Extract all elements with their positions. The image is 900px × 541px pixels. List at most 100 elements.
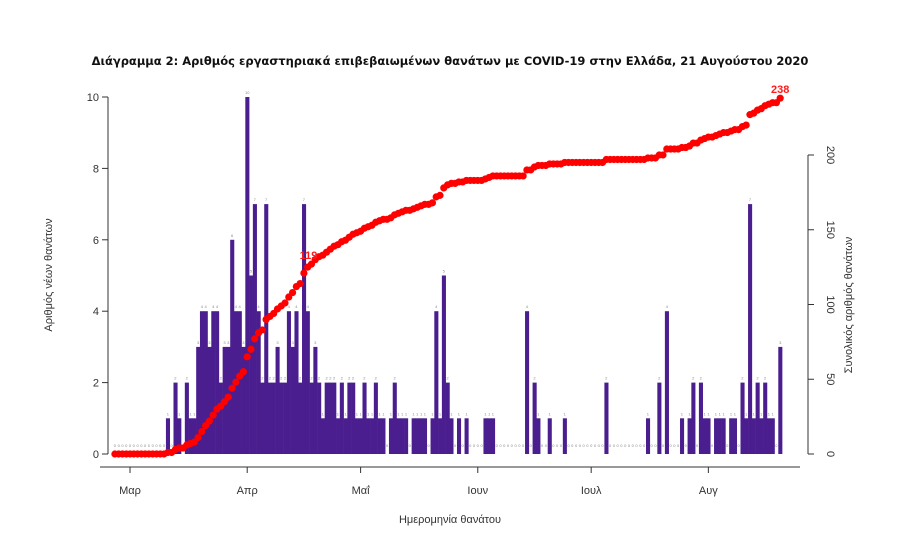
bar — [177, 418, 182, 454]
chart-title: Διάγραμμα 2: Αριθμός εργαστηριακά επιβεβ… — [92, 54, 809, 68]
bar — [415, 418, 420, 454]
bar — [203, 311, 208, 454]
cumulative-line-layer — [111, 94, 784, 458]
bar-value-label: 1 — [416, 411, 419, 416]
bar-value-label: 1 — [359, 411, 362, 416]
bar-value-label: 0 — [575, 443, 578, 448]
cumulative-point — [659, 151, 667, 159]
bar — [430, 418, 435, 454]
bar — [438, 418, 443, 454]
bar — [256, 311, 261, 454]
bar-value-label: 2 — [186, 376, 189, 381]
bar — [766, 418, 772, 454]
bar-value-label: 2 — [352, 376, 355, 381]
bar — [317, 382, 322, 454]
bar — [199, 311, 205, 454]
bar-value-label: 1 — [715, 411, 718, 416]
bar — [336, 418, 341, 454]
bar-value-label: 2 — [363, 376, 366, 381]
x-tick-label: Ιουλ — [581, 485, 602, 497]
x-tick-label: Μαρ — [119, 485, 141, 497]
bar — [218, 382, 223, 454]
bar — [358, 418, 363, 454]
bar-value-label: 1 — [647, 411, 650, 416]
y2-tick-label: 200 — [824, 146, 836, 164]
bar-value-label: 0 — [620, 443, 623, 448]
bar-value-label: 0 — [594, 443, 597, 448]
bar-value-label: 2 — [692, 376, 695, 381]
cumulative-point — [251, 335, 259, 343]
bar-value-label: 7 — [265, 197, 268, 202]
bar-value-label: 1 — [401, 411, 404, 416]
bar — [604, 382, 609, 454]
cumulative-point — [300, 269, 308, 277]
x-tick-label: Απρ — [237, 485, 258, 497]
y2-axis-label: Συνολικός αριθμός θανάτων — [843, 236, 855, 373]
bar-value-label: 1 — [390, 411, 393, 416]
bar-value-label: 0 — [662, 443, 665, 448]
bar-value-label: 1 — [772, 411, 775, 416]
bar-value-label: 2 — [605, 376, 608, 381]
bar-value-label: 0 — [685, 443, 688, 448]
cumulative-point — [519, 172, 527, 180]
x-tick-label: Αυγ — [699, 485, 718, 497]
bar-value-label: 4 — [666, 304, 669, 309]
y-tick-label: 8 — [93, 163, 99, 175]
cumulative-point — [205, 417, 213, 425]
annotation-label: 119 — [300, 250, 318, 262]
bar — [456, 418, 462, 454]
bar-value-label: 2 — [348, 376, 351, 381]
bar-value-label: 0 — [601, 443, 604, 448]
bar — [192, 418, 197, 454]
bar — [400, 418, 405, 454]
bar-value-label: 0 — [624, 443, 627, 448]
bar — [196, 346, 201, 454]
bar — [748, 204, 753, 454]
bar — [714, 418, 719, 454]
bar-value-label: 0 — [477, 443, 480, 448]
bar-value-label: 1 — [356, 411, 359, 416]
bar — [422, 418, 428, 454]
bar-value-label: 1 — [488, 411, 491, 416]
bar-value-label: 0 — [775, 443, 778, 448]
bar — [362, 382, 367, 454]
bar — [729, 418, 734, 454]
bar-value-label: 1 — [537, 411, 540, 416]
bar-value-label: 0 — [711, 443, 714, 448]
bar — [434, 311, 439, 454]
bar — [354, 418, 360, 454]
bar-value-label: 4 — [257, 304, 260, 309]
bar-value-label: 1 — [492, 411, 495, 416]
bar — [339, 382, 344, 454]
bar-value-label: 1 — [719, 411, 722, 416]
bar-value-label: 1 — [722, 411, 725, 416]
bar-value-label: 2 — [764, 376, 767, 381]
bar-value-label: 2 — [299, 376, 302, 381]
bar-value-label: 0 — [590, 443, 593, 448]
annotation-label: 238 — [771, 84, 789, 96]
cumulative-point — [194, 433, 202, 442]
bar-value-label: 7 — [254, 197, 257, 202]
bar — [404, 418, 409, 454]
bar-value-label: 0 — [530, 443, 533, 448]
bar — [381, 418, 386, 454]
bar-value-label: 0 — [518, 443, 521, 448]
y-axis-label: Αριθμός νέων θανάτων — [43, 218, 55, 332]
bar-value-label: 2 — [700, 376, 703, 381]
bar-value-label: 0 — [409, 443, 412, 448]
bar — [562, 418, 567, 454]
cumulative-point — [228, 384, 236, 392]
bar-value-label: 1 — [681, 411, 684, 416]
bar — [547, 418, 552, 454]
bar-value-label: 2 — [174, 376, 177, 381]
bar-value-label: 0 — [639, 443, 642, 448]
bar-value-label: 1 — [189, 411, 192, 416]
bar-value-label: 0 — [121, 443, 124, 448]
bar — [302, 204, 307, 454]
bar — [267, 382, 273, 454]
bar — [351, 382, 356, 454]
bar-value-label: 1 — [688, 411, 691, 416]
bar-value-label: 1 — [730, 411, 733, 416]
bar — [286, 311, 291, 454]
